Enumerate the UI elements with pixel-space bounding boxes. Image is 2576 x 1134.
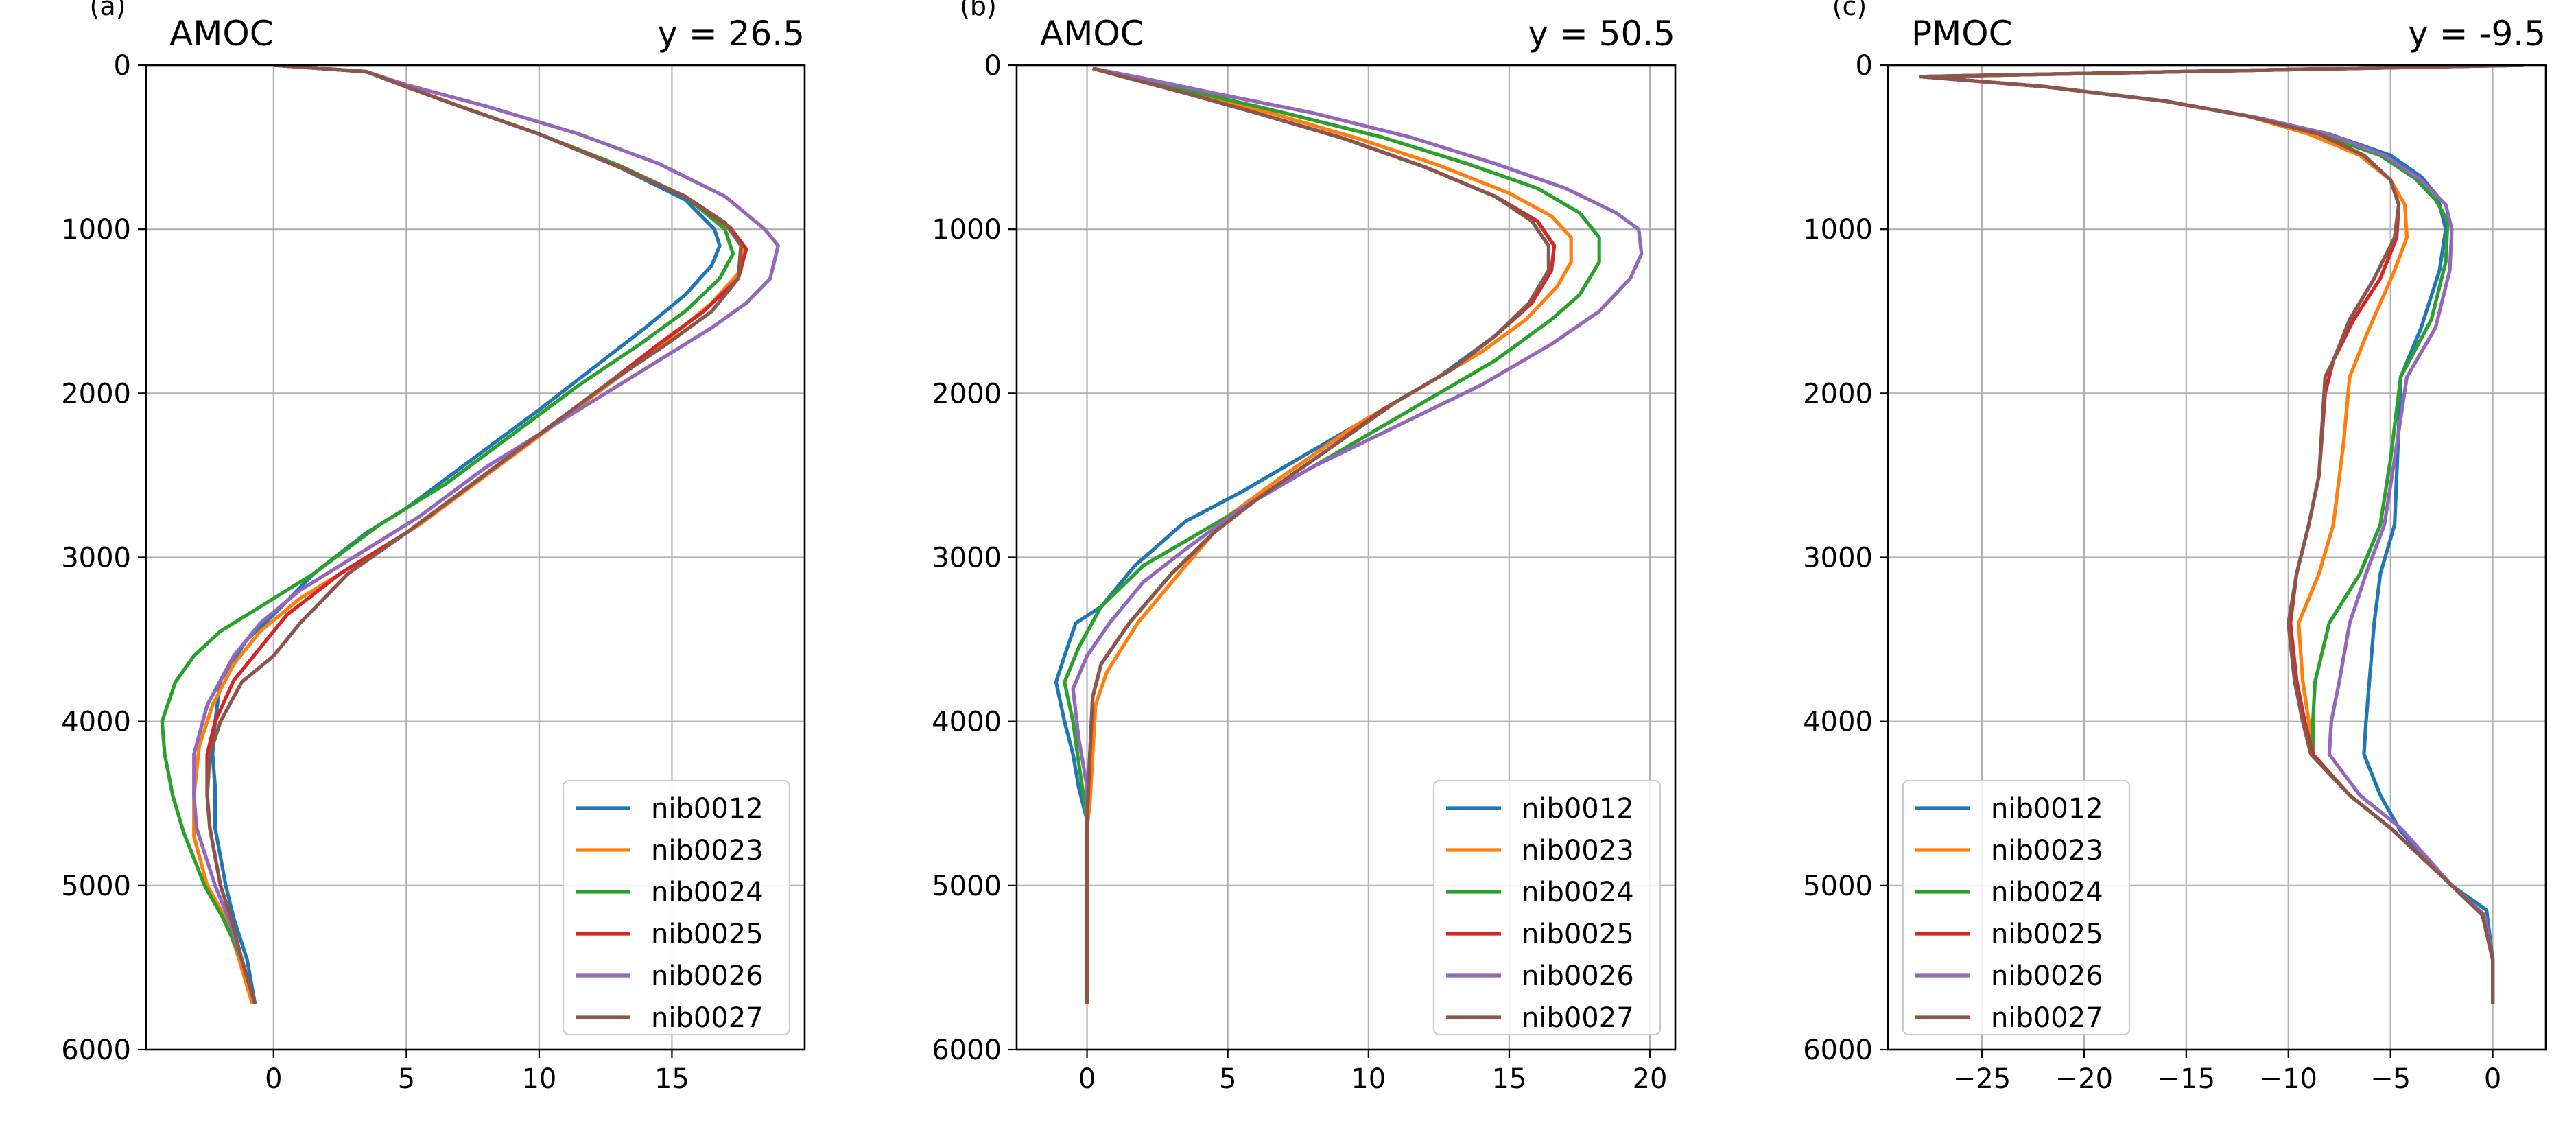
y-tick-label: 1000 <box>932 214 1002 246</box>
legend-label: nib0012 <box>1522 793 1634 825</box>
x-tick-label: 0 <box>2484 1063 2501 1095</box>
title-left: AMOC <box>169 14 274 54</box>
legend-label: nib0027 <box>1522 1002 1634 1034</box>
legend-label: nib0025 <box>1991 919 2103 950</box>
panel-1: 0 5 10 15 0 1000 2000 3000 4000 5000 6000 (a) AMOC y … <box>61 0 806 1095</box>
x-tick-label: −10 <box>2260 1063 2317 1095</box>
series-line-nib0024 <box>1063 67 1601 1004</box>
x-tick-label: 10 <box>1351 1063 1386 1095</box>
legend-label: nib0025 <box>1522 919 1634 950</box>
y-tick-label: 5000 <box>1803 871 1873 902</box>
legend: nib0012 nib0023 nib0024 nib0025 nib0026 nib00… <box>562 779 791 1036</box>
legend-label: nib0027 <box>651 1002 764 1034</box>
x-tick-label: −15 <box>2158 1063 2215 1095</box>
panel-3: −25 −20 −15 −10 −5 0 0 1000 2000 3000 4000 5000 6000… <box>1803 0 2547 1095</box>
legend: nib0012 nib0023 nib0024 nib0025 nib0026 nib00… <box>1432 779 1662 1036</box>
y-tick-label: 6000 <box>1803 1035 1873 1066</box>
y-tick-label: 2000 <box>61 378 131 410</box>
series-line-nib0027 <box>1919 65 2524 1004</box>
y-tick-label: 1000 <box>1803 214 1873 246</box>
y-tick-label: 0 <box>984 50 1002 82</box>
y-tick-label: 5000 <box>61 871 131 902</box>
x-tick-label: −20 <box>2055 1063 2113 1095</box>
x-tick-label: −5 <box>2370 1063 2411 1095</box>
y-tick-label: 0 <box>1856 50 1873 82</box>
y-tick-label: 6000 <box>932 1035 1002 1066</box>
title-right: y = -9.5 <box>2408 14 2546 54</box>
x-tick-label: 20 <box>1633 1063 1668 1095</box>
legend-frame <box>562 779 791 1036</box>
panel-label: (a) <box>90 0 126 21</box>
legend-label: nib0026 <box>1991 960 2103 992</box>
y-tick-label: 1000 <box>61 214 131 246</box>
x-tick-label: −25 <box>1953 1063 2011 1095</box>
title-left: AMOC <box>1040 14 1144 54</box>
y-tick-label: 5000 <box>932 871 1002 902</box>
y-tick-label: 3000 <box>932 543 1002 574</box>
y-tick-label: 3000 <box>61 543 131 574</box>
legend-label: nib0027 <box>1991 1002 2103 1034</box>
legend-label: nib0012 <box>1991 793 2103 825</box>
series-line-nib0027 <box>1085 67 1550 1004</box>
legend-label: nib0023 <box>651 835 764 866</box>
title-left: PMOC <box>1911 14 2013 54</box>
legend-label: nib0023 <box>1991 835 2103 866</box>
x-tick-label: 5 <box>1219 1063 1236 1095</box>
title-right: y = 26.5 <box>657 14 805 54</box>
legend-frame <box>1902 779 2131 1036</box>
panel-label: (c) <box>1832 0 1867 21</box>
x-tick-label: 5 <box>398 1063 415 1095</box>
y-tick-label: 6000 <box>61 1035 131 1066</box>
y-tick-label: 4000 <box>61 707 131 738</box>
series-line-nib0026 <box>1071 67 1644 1004</box>
y-tick-label: 2000 <box>932 378 1002 410</box>
panel-2: 0 5 10 15 20 0 1000 2000 3000 4000 5000 6000 (b) AMOC… <box>932 0 1677 1095</box>
x-tick-label: 15 <box>654 1063 689 1095</box>
legend-label: nib0026 <box>651 960 764 992</box>
title-right: y = 50.5 <box>1528 14 1675 54</box>
legend-label: nib0026 <box>1522 960 1634 992</box>
x-tick-label: 10 <box>521 1063 556 1095</box>
series-line-nib0027 <box>205 65 743 1004</box>
y-tick-label: 4000 <box>932 707 1002 738</box>
panel-label: (b) <box>960 0 997 21</box>
legend-label: nib0023 <box>1522 835 1634 866</box>
y-tick-label: 0 <box>114 50 131 82</box>
y-tick-label: 3000 <box>1803 543 1873 574</box>
legend-label: nib0024 <box>651 877 764 908</box>
y-tick-label: 4000 <box>1803 707 1873 738</box>
legend-label: nib0012 <box>651 793 764 825</box>
x-tick-label: 15 <box>1491 1063 1526 1095</box>
x-tick-label: 0 <box>1078 1063 1096 1095</box>
legend-label: nib0025 <box>651 919 764 950</box>
legend-label: nib0024 <box>1522 877 1634 908</box>
y-tick-label: 2000 <box>1803 378 1873 410</box>
legend-frame <box>1432 779 1662 1036</box>
legend: nib0012 nib0023 nib0024 nib0025 nib0026 nib00… <box>1902 779 2131 1036</box>
x-tick-label: 0 <box>265 1063 282 1095</box>
legend-label: nib0024 <box>1991 877 2103 908</box>
